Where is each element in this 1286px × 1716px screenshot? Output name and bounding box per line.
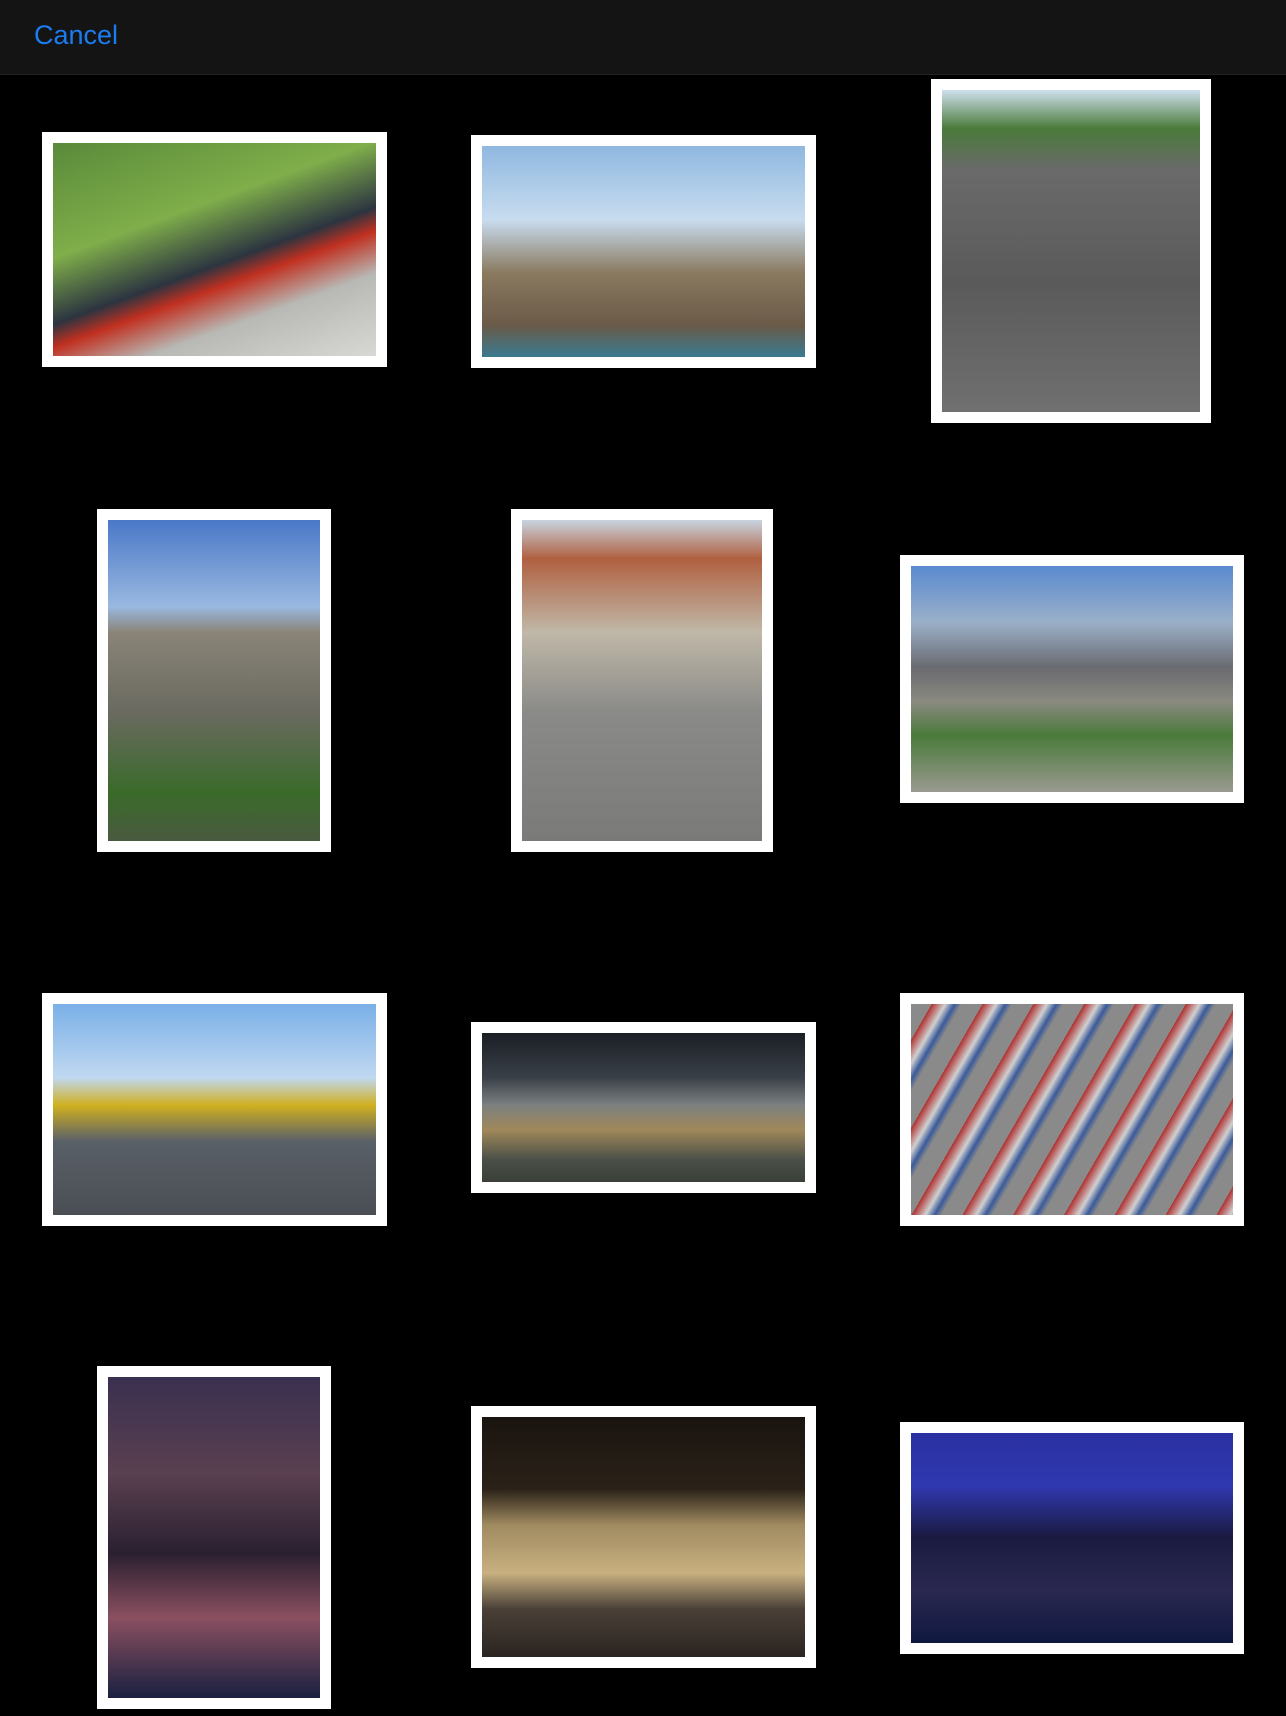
photo — [482, 146, 805, 357]
photo-frame[interactable] — [900, 1422, 1244, 1654]
photo-frame[interactable] — [511, 509, 773, 852]
photo — [911, 1433, 1233, 1643]
photo-frame[interactable] — [97, 509, 331, 852]
photo — [522, 520, 762, 841]
photo-frame[interactable] — [471, 135, 816, 368]
photo — [942, 90, 1200, 412]
photo — [482, 1417, 805, 1657]
photo — [108, 520, 320, 841]
photo — [53, 143, 376, 356]
photo — [911, 1004, 1233, 1215]
photo — [53, 1004, 376, 1215]
photo-frame[interactable] — [471, 1022, 816, 1193]
photo-frame[interactable] — [42, 132, 387, 367]
photo-frame[interactable] — [471, 1406, 816, 1668]
photo — [108, 1377, 320, 1698]
photo-frame[interactable] — [931, 79, 1211, 423]
photo-frame[interactable] — [42, 993, 387, 1226]
photo — [911, 566, 1233, 792]
nav-bar: Cancel — [0, 0, 1286, 75]
cancel-button[interactable]: Cancel — [34, 20, 119, 50]
photo-frame[interactable] — [900, 993, 1244, 1226]
photo-frame[interactable] — [97, 1366, 331, 1709]
photo-frame[interactable] — [900, 555, 1244, 803]
photo — [482, 1033, 805, 1182]
